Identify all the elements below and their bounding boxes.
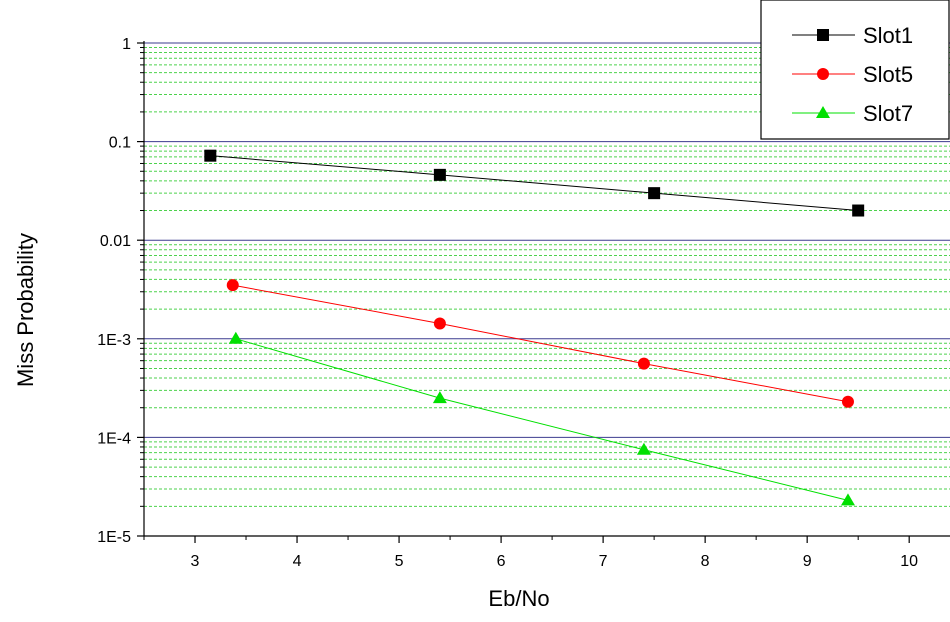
x-tick-label: 3 [191, 553, 200, 570]
x-tick-label: 10 [900, 553, 918, 570]
y-tick-label: 1E-5 [97, 529, 131, 546]
series-line-slot1 [210, 155, 859, 212]
series-line-slot7 [235, 338, 849, 501]
data-point-slot7 [228, 331, 243, 344]
data-point-slot5 [226, 279, 239, 292]
data-point-slot5 [433, 317, 446, 330]
legend-marker-slot7 [816, 106, 830, 118]
legend-box [760, 0, 950, 140]
data-point-slot1 [433, 168, 446, 181]
data-point-slot7 [840, 493, 855, 506]
data-point-slot1 [852, 204, 865, 217]
data-point-slot5 [637, 357, 650, 370]
data-point-slot1 [204, 149, 217, 162]
x-tick-label: 6 [497, 553, 506, 570]
y-tick-label: 0.01 [100, 233, 131, 250]
x-tick-label: 8 [701, 553, 710, 570]
data-point-slot5 [841, 395, 854, 408]
y-tick-label: 1 [122, 36, 131, 53]
x-tick-label: 9 [803, 553, 812, 570]
x-tick-label: 5 [395, 553, 404, 570]
y-axis-label: Miss Probability [13, 233, 38, 387]
x-axis-label: Eb/No [488, 586, 549, 611]
legend-marker-slot1 [817, 29, 829, 41]
y-tick-label: 1E-4 [97, 430, 131, 447]
series [204, 149, 865, 506]
legend-label-slot7: Slot7 [863, 101, 913, 126]
axes [143, 41, 950, 537]
data-point-slot7 [636, 442, 651, 455]
legend-label-slot5: Slot5 [863, 62, 913, 87]
ticks: 1 0.1 0.01 1E-3 1E-4 1E-5 3 4 5 6 7 8 9 10 [97, 36, 918, 570]
legend: Slot1 Slot5 Slot7 [760, 0, 950, 140]
series-line-slot5 [232, 284, 849, 403]
legend-label-slot1: Slot1 [863, 23, 913, 48]
data-point-slot1 [648, 187, 661, 200]
legend-marker-slot5 [817, 68, 829, 80]
y-tick-label: 0.1 [109, 135, 131, 152]
y-tick-label: 1E-3 [97, 332, 131, 349]
x-tick-label: 7 [599, 553, 608, 570]
x-tick-label: 4 [293, 553, 302, 570]
data-point-slot7 [432, 391, 447, 404]
